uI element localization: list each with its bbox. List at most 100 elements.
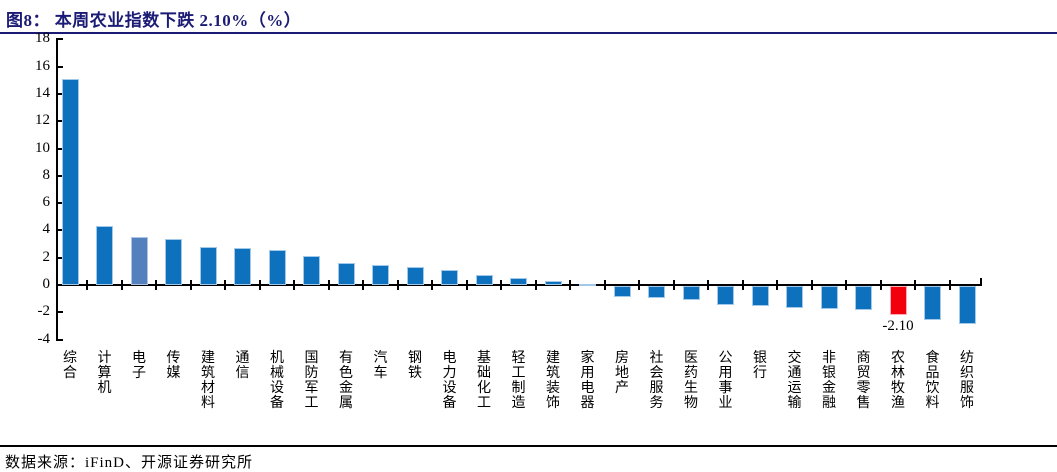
x-axis-tick bbox=[86, 280, 89, 290]
bar-综合 bbox=[61, 78, 79, 285]
x-axis-line bbox=[56, 284, 982, 286]
x-axis-tick bbox=[224, 280, 227, 290]
x-axis-category-label: 建筑材料 bbox=[201, 351, 215, 411]
bar-纺织服饰 bbox=[958, 286, 976, 325]
y-axis-tick bbox=[57, 174, 63, 177]
bar-商贸零售 bbox=[855, 286, 872, 310]
y-axis-tick-label: 14 bbox=[35, 84, 50, 101]
bar-有色金属 bbox=[337, 263, 355, 285]
x-axis-category-label: 医药生物 bbox=[684, 351, 698, 411]
bar-chart: 18 16 14 12 10 8 6 4 2 0 -2 -4 综合 计算机 电子传媒 建筑材料 通信 机械设备 国防… bbox=[35, 30, 982, 411]
bar-银行 bbox=[751, 286, 769, 307]
x-axis-tick bbox=[155, 280, 158, 290]
footer-divider bbox=[0, 445, 1057, 447]
x-axis-category-label: 家用电器 bbox=[580, 351, 595, 411]
bar-医药生物 bbox=[682, 286, 700, 300]
x-axis-category-label: 银行 bbox=[753, 351, 767, 381]
x-axis-tick bbox=[914, 280, 917, 290]
x-axis-tick bbox=[845, 280, 848, 290]
bar-公用事业 bbox=[717, 286, 734, 306]
x-axis-category-label: 公用事业 bbox=[718, 351, 733, 411]
x-axis-category-label: 食品饮料 bbox=[925, 351, 940, 411]
y-axis-line bbox=[56, 38, 58, 341]
x-axis-tick bbox=[879, 280, 882, 290]
y-axis-tick bbox=[57, 38, 63, 41]
x-axis-category-label: 房地产 bbox=[615, 351, 629, 396]
x-axis-tick bbox=[120, 280, 123, 290]
figure-title: 图8： 本周农业指数下跌 2.10%（%） bbox=[6, 11, 302, 30]
bar-钢铁 bbox=[406, 267, 424, 285]
y-axis-tick-label: 2 bbox=[42, 248, 51, 265]
y-axis-tick-label: 4 bbox=[42, 221, 51, 238]
bar-国防军工 bbox=[303, 256, 320, 285]
x-axis-tick bbox=[810, 280, 813, 290]
y-axis-tick bbox=[57, 120, 63, 123]
y-axis-tick bbox=[57, 338, 63, 341]
bar-通信 bbox=[234, 248, 251, 285]
y-axis-tick-label: 10 bbox=[35, 139, 50, 156]
bar-传媒 bbox=[165, 238, 182, 285]
x-axis-tick bbox=[258, 280, 261, 290]
x-axis-tick bbox=[776, 280, 779, 290]
y-axis-tick-label: -2 bbox=[37, 303, 51, 320]
x-axis-tick bbox=[948, 280, 951, 290]
x-axis-tick bbox=[534, 280, 537, 290]
x-axis-category-label: 农林牧渔 bbox=[891, 351, 905, 411]
x-axis-tick bbox=[741, 280, 744, 290]
bar-电力设备 bbox=[441, 269, 458, 285]
x-axis-tick bbox=[707, 280, 710, 290]
y-axis-tick-label: 12 bbox=[35, 112, 50, 129]
x-axis-end-tick bbox=[980, 278, 982, 285]
bar-基础化工 bbox=[475, 275, 493, 285]
x-axis-category-label: 传媒 bbox=[166, 351, 181, 381]
x-axis-tick bbox=[672, 280, 675, 290]
x-axis-category-label: 通信 bbox=[235, 351, 250, 381]
x-axis-category-label: 交通运输 bbox=[787, 351, 802, 411]
x-axis-tick bbox=[465, 280, 468, 290]
x-axis-category-label: 钢铁 bbox=[408, 351, 422, 381]
highlighted-bar-value-label: -2.10 bbox=[882, 317, 914, 334]
source-note: 数据来源：iFinD、开源证券研究所 bbox=[5, 455, 254, 471]
title-underline bbox=[0, 32, 1057, 34]
bar-家用电器 bbox=[579, 283, 596, 286]
y-axis-tick-label: 0 bbox=[42, 276, 51, 292]
x-axis-category-label: 电子 bbox=[132, 351, 146, 381]
y-axis-tick bbox=[57, 256, 63, 259]
bar-计算机 bbox=[96, 226, 113, 285]
x-axis-category-label: 商贸零售 bbox=[856, 351, 871, 411]
bar-社会服务 bbox=[648, 286, 665, 299]
bar-建筑材料 bbox=[199, 246, 217, 285]
x-axis-tick bbox=[396, 280, 399, 290]
x-axis-tick bbox=[189, 280, 192, 290]
bar-轻工制造 bbox=[510, 278, 527, 285]
x-axis-category-label: 建筑装饰 bbox=[546, 351, 560, 411]
y-axis-tick bbox=[57, 65, 63, 68]
bar-电子 bbox=[130, 237, 148, 285]
x-axis-category-label: 国防军工 bbox=[304, 351, 319, 411]
x-axis-category-label: 计算机 bbox=[97, 351, 112, 396]
x-axis-category-label: 汽车 bbox=[373, 351, 388, 381]
x-axis-tick bbox=[638, 280, 641, 290]
bar-非银金融 bbox=[820, 286, 838, 310]
x-axis-tick bbox=[500, 280, 503, 290]
x-axis-category-label: 机械设备 bbox=[270, 351, 284, 411]
bar-房地产 bbox=[613, 286, 631, 297]
x-axis-tick bbox=[431, 280, 434, 290]
y-axis-tick bbox=[57, 147, 63, 150]
y-axis-tick bbox=[57, 229, 63, 232]
x-axis-category-label: 有色金属 bbox=[339, 351, 353, 411]
x-axis-category-label: 基础化工 bbox=[477, 351, 491, 411]
y-axis-tick-label: 8 bbox=[42, 166, 51, 183]
bar-汽车 bbox=[372, 264, 389, 285]
bar-建筑装饰 bbox=[544, 280, 562, 285]
y-axis-tick-label: 6 bbox=[42, 194, 51, 211]
y-axis-tick-label: -4 bbox=[37, 330, 51, 347]
y-axis-tick-label: 18 bbox=[35, 30, 50, 47]
y-axis-tick bbox=[57, 202, 63, 205]
x-axis-tick bbox=[362, 280, 365, 290]
bar-食品饮料 bbox=[924, 286, 941, 321]
x-axis-category-label: 纺织服饰 bbox=[960, 351, 974, 411]
x-axis-tick bbox=[603, 280, 606, 290]
bar-农林牧渔 bbox=[889, 286, 907, 315]
